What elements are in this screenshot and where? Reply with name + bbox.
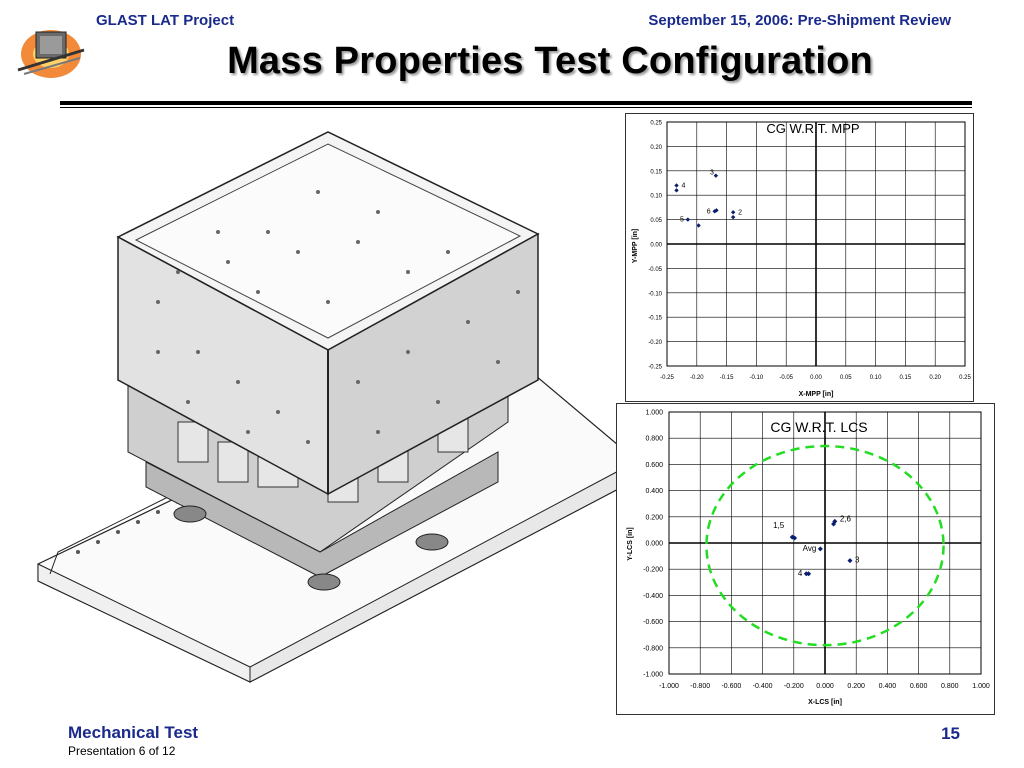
x-tick-label: -0.400 (753, 683, 773, 690)
y-tick-label: -0.10 (648, 291, 662, 297)
x-tick-label: 0.600 (910, 683, 928, 690)
x-tick-label: 0.400 (879, 683, 897, 690)
data-point-label: 4 (798, 569, 803, 578)
y-tick-label: 0.600 (645, 462, 663, 469)
y-tick-label: 0.20 (650, 145, 662, 151)
y-tick-label: 0.400 (645, 488, 663, 495)
x-tick-label: -0.800 (690, 683, 710, 690)
x-tick-label: -0.20 (690, 375, 704, 381)
y-tick-label: -0.600 (643, 619, 663, 626)
x-tick-label: 0.25 (959, 375, 971, 381)
chart-title: CG W.R.T. MPP (766, 121, 859, 136)
x-tick-label: 0.15 (900, 375, 912, 381)
chart-cg-mpp: 0.25 0.20 0.15 0.10 0.05 0.00 -0.05 -0.10 -0.15-… (625, 113, 974, 402)
x-tick-label: 1.000 (972, 683, 990, 690)
y-tick-label: 0.10 (650, 194, 662, 200)
x-tick-label: -0.15 (720, 375, 734, 381)
y-tick-label: 0.000 (645, 541, 663, 548)
x-tick-label: -0.25 (660, 375, 674, 381)
x-tick-label: -0.600 (721, 683, 741, 690)
data-point-label: 2 (738, 209, 742, 216)
data-point-label: 3 (855, 556, 860, 565)
x-tick-label: 0.00 (810, 375, 822, 381)
x-tick-labels: -1.000 -0.800 -0.600 -0.400 -0.200 0.000 0.200… (659, 683, 990, 690)
data-point (730, 210, 736, 215)
y-tick-label: 0.200 (645, 514, 663, 521)
project-name: GLAST LAT Project (96, 12, 235, 29)
data-point (674, 183, 679, 188)
x-tick-label: 0.20 (929, 375, 941, 381)
x-axis-label: X-LCS [in] (808, 699, 842, 706)
x-tick-label: 0.000 (816, 683, 834, 690)
data-point-label: 3 (710, 170, 714, 177)
glast-logo (17, 30, 85, 78)
x-tick-label: 0.200 (847, 683, 865, 690)
page-number: 15 (941, 724, 960, 743)
lat-instrument-drawing (37, 131, 624, 683)
data-point-label: 2,6 (840, 514, 852, 523)
data-point (696, 223, 701, 228)
y-tick-label: 0.15 (650, 169, 662, 175)
x-tick-labels: -0.25 -0.20 -0.15 -0.10 -0.05 0.00 0.05 0.10 0.1… (660, 375, 971, 381)
data-point-label: Avg (803, 544, 817, 553)
review-date: September 15, 2006: Pre-Shipment Review (648, 12, 951, 29)
x-tick-label: -0.200 (784, 683, 804, 690)
data-points: 2,6 1,5 Avg 3 4 (773, 514, 860, 577)
tolerance-circle (705, 444, 945, 647)
data-point (832, 518, 838, 524)
y-tick-label: 0.800 (645, 436, 663, 443)
data-point (806, 571, 812, 577)
data-points: 4 3 6 2 5 (674, 170, 742, 228)
y-tick-label: -0.15 (648, 316, 662, 322)
y-tick-labels: 1.000 0.800 0.600 0.400 0.200 0.000 -0.200 -0.4… (643, 410, 663, 679)
y-axis-label: Y-MPP [in] (632, 229, 639, 263)
y-tick-label: -0.800 (643, 645, 663, 652)
x-tick-label: 0.05 (840, 375, 852, 381)
chart-title: CG W.R.T. LCS (770, 419, 867, 435)
data-point (817, 546, 823, 552)
x-tick-label: 0.10 (870, 375, 882, 381)
title-rule-thick (60, 101, 972, 105)
x-tick-label: -0.05 (779, 375, 793, 381)
data-point-label: 1,5 (773, 521, 785, 530)
y-tick-label: 0.25 (650, 121, 662, 127)
slide-title: Mass Properties Test Configuration (227, 40, 873, 82)
data-point (730, 214, 736, 220)
data-point-label: 5 (680, 217, 684, 224)
footer-section: Mechanical Test (68, 723, 199, 742)
chart-axes (667, 122, 965, 366)
data-point (685, 217, 691, 222)
y-tick-labels: 0.25 0.20 0.15 0.10 0.05 0.00 -0.05 -0.10 -0.15 -… (648, 121, 662, 371)
y-tick-label: -0.25 (648, 365, 662, 371)
footer-presentation: Presentation 6 of 12 (68, 744, 176, 758)
data-point (713, 173, 719, 178)
y-tick-label: -0.20 (648, 340, 662, 346)
y-tick-label: -1.000 (643, 672, 663, 679)
data-point (847, 558, 853, 564)
title-rule-thin (60, 107, 972, 108)
y-tick-label: -0.400 (643, 593, 663, 600)
data-point-label: 4 (682, 182, 686, 189)
x-tick-label: -0.10 (750, 375, 764, 381)
y-tick-label: -0.05 (648, 267, 662, 273)
y-tick-label: 0.05 (650, 218, 662, 224)
x-tick-label: 0.800 (941, 683, 959, 690)
chart-cg-lcs: 1.000 0.800 0.600 0.400 0.200 0.000 -0.200 -0.4… (616, 403, 995, 715)
y-axis-label: Y-LCS [in] (627, 527, 634, 560)
chart-cg-mpp-svg: 0.250.200.150.100.050.00-0.05-0.10-0.15-… (632, 121, 971, 399)
y-tick-label: 0.00 (650, 243, 662, 249)
x-axis-label: X-MPP [in] (799, 391, 834, 398)
data-point (792, 535, 798, 541)
data-point (831, 521, 837, 527)
chart-axes (669, 412, 981, 674)
x-tick-label: -1.000 (659, 683, 679, 690)
y-tick-label: 1.000 (645, 410, 663, 417)
data-point-label: 6 (707, 208, 711, 215)
y-tick-label: -0.200 (643, 567, 663, 574)
data-point (674, 188, 679, 193)
chart-cg-lcs-svg: 1.000 0.800 0.600 0.400 0.200 0.000 -0.200 -0.4… (627, 410, 990, 707)
